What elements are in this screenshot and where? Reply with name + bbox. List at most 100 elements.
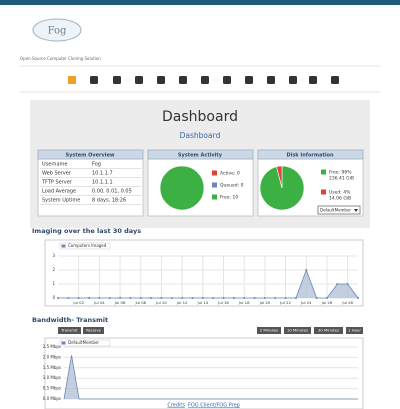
icon-shape [113,76,121,84]
button-label: Transmit [60,328,78,333]
nav-icon[interactable] [135,76,143,84]
icon-shape [135,76,143,84]
legend-swatch [61,244,66,248]
row-label: System Uptime [42,198,80,204]
x-tick-label: Jul 02 [72,300,84,305]
range-button[interactable]: Receive [83,327,104,334]
legend-size: 236.41 GiB [329,176,354,182]
logo[interactable]: Fog [32,18,82,42]
button-label: 10 Minutes [287,328,308,333]
nav-icon[interactable] [245,76,253,84]
icon-shape [223,76,231,84]
nav-icon[interactable] [179,76,187,84]
row-value: 8 days, 18:26 [92,198,126,204]
range-button[interactable]: Transmit [58,327,81,334]
icon-shape [245,76,253,84]
range-button[interactable]: 30 Minutes [314,327,343,334]
footer: Credits FOG Client/FOG Prep [167,403,240,409]
chart-box [44,337,364,409]
button-label: Receive [86,328,102,333]
point [98,297,101,299]
x-tick-label: Jul 22 [279,300,291,305]
footer-link[interactable]: Credits [167,403,185,409]
button-label: 2 Minutes [260,328,279,333]
footer-link[interactable]: FOG Client/FOG Prep [188,403,240,409]
member-select[interactable] [317,205,361,215]
range-button[interactable]: 1 Hour [346,327,363,334]
row-label: Username [42,162,68,168]
nav-icon[interactable] [90,76,98,84]
icon-shape [90,76,98,84]
y-tick-label: 2.5 Mbps [43,344,61,349]
point [67,297,70,299]
nav-icon[interactable] [201,76,209,84]
point [325,297,328,299]
y-tick-label: 2.0 Mbps [43,354,61,359]
x-tick-label: Jul 04 [93,300,105,305]
breadcrumb[interactable]: Dashboard [180,131,221,140]
range-button[interactable]: 10 Minutes [284,327,311,334]
x-tick-label: Jul 08 [134,300,146,305]
pie-slice [276,165,283,189]
icon-shape [331,76,339,84]
point [88,297,91,299]
y-tick-label: 0.5 Mbps [43,386,61,391]
legend-swatch [321,169,326,175]
nav-icon[interactable] [157,76,165,84]
point [181,297,184,299]
point [253,297,256,299]
nav-icon[interactable] [223,76,231,84]
row-label: Load Average [42,189,76,195]
button-bg [284,327,311,334]
point [346,283,349,285]
button-bg [346,327,363,334]
point [119,297,122,299]
x-tick-label: Jul 28 [341,300,353,305]
y-tick-label: 0.0 Mbps [43,396,61,401]
series-line [63,355,358,400]
x-tick-label: Jul 20 [259,300,271,305]
range-button[interactable]: 2 Minutes [257,327,281,334]
point [160,297,163,299]
row-value: 0.00, 0.01, 0.05 [92,189,132,195]
point [336,283,339,285]
nav-icon[interactable] [113,76,121,84]
point [274,297,277,299]
y-tick-label: 1 [52,281,55,286]
icon-shape [157,76,165,84]
point [284,297,287,299]
panel-title: System Activity [178,153,223,159]
x-tick-label: Jul 24 [300,300,312,305]
nav-icon[interactable] [289,76,297,84]
x-tick-label: Jul 26 [321,300,333,305]
point [170,297,173,299]
point [129,297,132,299]
select-arrow [354,209,358,212]
nav-icon[interactable] [68,76,76,84]
panel-title: System Overview [66,153,115,159]
logo-text: Fog [48,26,67,37]
point [191,297,194,299]
top-bar [0,0,400,5]
button-label: 1 Hour [348,328,361,333]
legend-label: Used: 4% [329,190,351,196]
point [77,297,80,299]
overview-table: Username Fog Web Server 10.1.1.7 TFTP Server… [40,162,141,205]
point [150,297,153,299]
x-tick-label: Jul 10 [155,300,167,305]
icon-shape [179,76,187,84]
row-value: 10.1.1.7 [92,171,113,177]
legend-label: Active: 0 [220,171,240,177]
nav-icon[interactable] [331,76,339,84]
point [57,297,59,299]
point [212,297,215,299]
point [201,297,204,299]
point [108,297,111,299]
nav-icon[interactable] [267,76,275,84]
row-label: Web Server [42,171,72,177]
nav [68,76,339,84]
legend-label: DefaultMember [68,340,99,345]
point [263,297,266,299]
nav-icon[interactable] [309,76,317,84]
